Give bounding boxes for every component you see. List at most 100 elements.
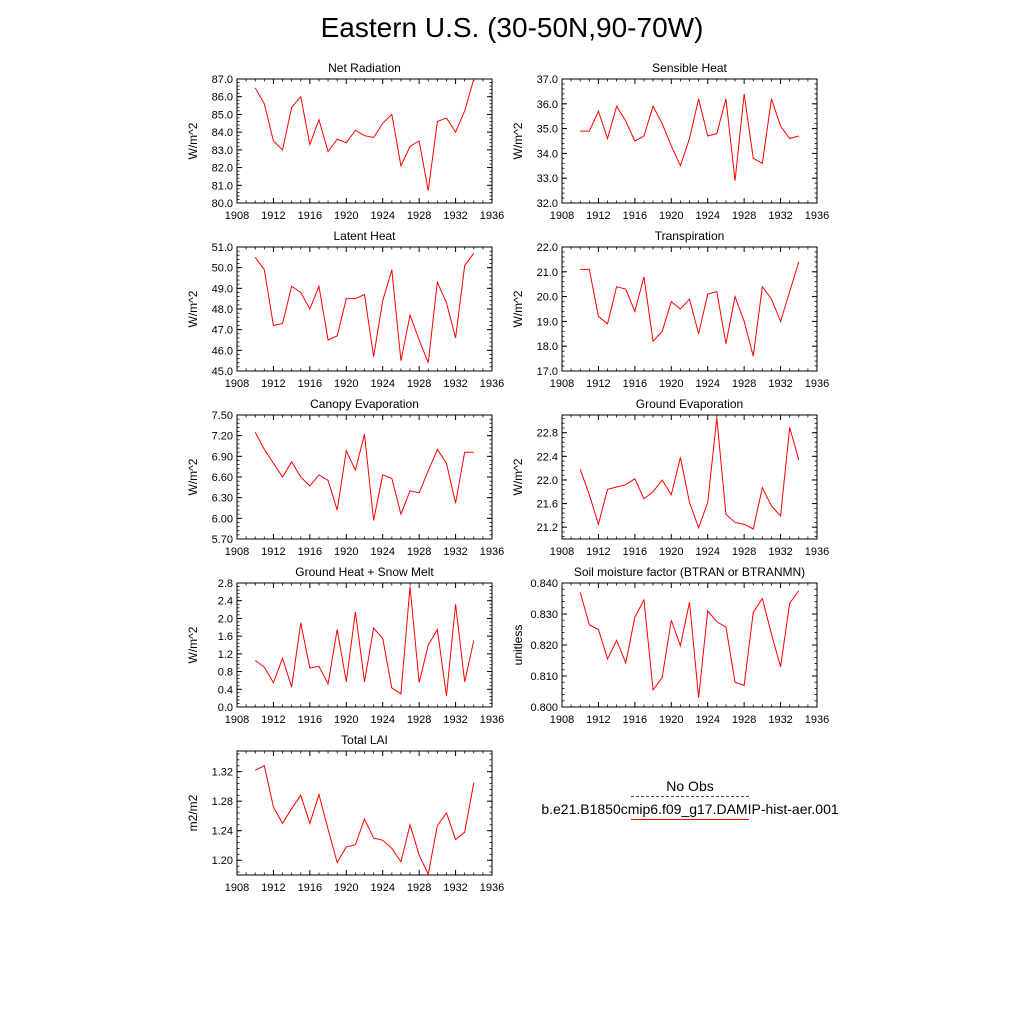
x-tick-label: 1936 — [480, 882, 504, 894]
panel-1: Sensible Heat W/m^2 1908 1912 1916 1920 1924 19… — [511, 61, 829, 222]
plot-frame — [236, 78, 493, 204]
x-tick-label: 1928 — [407, 882, 431, 894]
page-title: Eastern U.S. (30-50N,90-70W) — [320, 12, 704, 43]
panel-title: Sensible Heat — [652, 61, 727, 75]
y-tick-label: 81.0 — [212, 180, 233, 192]
y-tick-label: 51.0 — [212, 242, 233, 254]
x-tick-label: 1936 — [805, 546, 829, 558]
x-tick-label: 1908 — [550, 378, 574, 390]
legend-entry-obs: No Obs — [530, 778, 850, 797]
panel-6: Ground Heat + Snow Melt W/m^2 1908 1912 1916… — [186, 565, 504, 726]
y-tick-label: 20.0 — [537, 292, 558, 304]
x-tick-label: 1908 — [550, 210, 574, 222]
x-tick-label: 1932 — [768, 210, 792, 222]
panel-title: Net Radiation — [328, 61, 401, 75]
y-tick-label: 22.0 — [537, 475, 558, 487]
y-tick-label: 36.0 — [537, 99, 558, 111]
x-tick-label: 1908 — [550, 546, 574, 558]
x-tick-label: 1924 — [695, 546, 719, 558]
x-tick-label: 1932 — [443, 882, 467, 894]
x-tick-label: 1920 — [659, 714, 683, 726]
y-tick-label: 22.8 — [537, 428, 558, 440]
plot-frame — [561, 414, 818, 540]
panel-5: Ground Evaporation W/m^2 1908 1912 1916 1920 1… — [511, 397, 829, 558]
plot-frame — [236, 750, 493, 876]
y-axis-label: W/m^2 — [511, 122, 525, 159]
x-tick-label: 1924 — [695, 210, 719, 222]
panel-3: Transpiration W/m^2 1908 1912 1916 1920 1924 19… — [511, 229, 829, 390]
y-tick-label: 0.820 — [530, 640, 558, 652]
series-line-model — [254, 252, 475, 363]
x-tick-label: 1924 — [370, 882, 394, 894]
y-tick-label: 32.0 — [537, 198, 558, 210]
x-tick-label: 1928 — [407, 210, 431, 222]
x-tick-label: 1928 — [732, 210, 756, 222]
panel-2: Latent Heat W/m^2 1908 1912 1916 1920 1924 1928… — [186, 229, 504, 390]
y-tick-label: 6.00 — [212, 513, 233, 525]
plot-frame — [561, 78, 818, 204]
x-tick-label: 1912 — [586, 378, 610, 390]
legend-label-obs: No Obs — [666, 778, 714, 794]
y-axis-label: m2/m2 — [186, 794, 200, 831]
x-tick-label: 1912 — [261, 882, 285, 894]
series-line-model — [254, 78, 475, 191]
panel-title: Latent Heat — [333, 229, 396, 243]
x-tick-label: 1932 — [443, 714, 467, 726]
y-tick-label: 48.0 — [212, 304, 233, 316]
y-tick-label: 47.0 — [212, 325, 233, 337]
x-tick-label: 1908 — [225, 546, 249, 558]
y-tick-label: 0.4 — [218, 684, 233, 696]
series-line-model — [579, 590, 800, 698]
series-line-model — [254, 765, 475, 876]
x-tick-label: 1912 — [586, 714, 610, 726]
series-line-model — [580, 261, 800, 357]
x-tick-label: 1936 — [805, 378, 829, 390]
y-tick-label: 6.30 — [212, 493, 233, 505]
x-tick-label: 1924 — [370, 210, 394, 222]
x-tick-label: 1916 — [298, 210, 322, 222]
y-tick-label: 5.70 — [212, 534, 233, 546]
x-tick-label: 1932 — [443, 378, 467, 390]
y-tick-label: 84.0 — [212, 127, 233, 139]
x-tick-label: 1912 — [586, 210, 610, 222]
panel-7: Soil moisture factor (BTRAN or BTRANMN) u… — [511, 565, 829, 726]
x-tick-label: 1920 — [659, 546, 683, 558]
x-tick-label: 1908 — [225, 210, 249, 222]
y-tick-label: 1.24 — [212, 826, 233, 838]
x-tick-label: 1912 — [586, 546, 610, 558]
x-tick-label: 1912 — [261, 546, 285, 558]
y-tick-label: 33.0 — [537, 173, 558, 185]
plot-frame — [236, 582, 493, 708]
x-tick-label: 1908 — [225, 714, 249, 726]
legend: No Obs b.e21.B1850cmip6.f09_g17.DAMIP-hi… — [530, 778, 850, 824]
x-tick-label: 1928 — [732, 378, 756, 390]
y-tick-label: 21.0 — [537, 267, 558, 279]
x-tick-label: 1928 — [407, 378, 431, 390]
y-tick-label: 1.2 — [218, 649, 233, 661]
plot-frame — [236, 414, 493, 540]
x-tick-label: 1916 — [298, 546, 322, 558]
legend-swatch-obs — [631, 796, 749, 797]
x-tick-label: 1916 — [623, 210, 647, 222]
y-tick-label: 21.2 — [537, 522, 558, 534]
y-tick-label: 2.4 — [218, 596, 233, 608]
y-tick-label: 6.60 — [212, 472, 233, 484]
x-tick-label: 1932 — [768, 546, 792, 558]
y-tick-label: 1.28 — [212, 796, 233, 808]
y-tick-label: 86.0 — [212, 92, 233, 104]
x-tick-label: 1924 — [695, 378, 719, 390]
y-tick-label: 0.0 — [218, 702, 233, 714]
panel-title: Ground Heat + Snow Melt — [295, 565, 434, 579]
x-tick-label: 1912 — [261, 378, 285, 390]
x-tick-label: 1920 — [334, 714, 358, 726]
x-tick-label: 1932 — [443, 210, 467, 222]
y-tick-label: 1.32 — [212, 767, 233, 779]
y-tick-label: 2.0 — [218, 613, 233, 625]
y-tick-label: 46.0 — [212, 345, 233, 357]
series-line-model — [579, 417, 800, 530]
panel-title: Soil moisture factor (BTRAN or BTRANMN) — [574, 565, 805, 579]
y-tick-label: 7.50 — [212, 410, 233, 422]
y-tick-label: 17.0 — [537, 366, 558, 378]
panel-title: Canopy Evaporation — [310, 397, 419, 411]
x-tick-label: 1908 — [550, 714, 574, 726]
